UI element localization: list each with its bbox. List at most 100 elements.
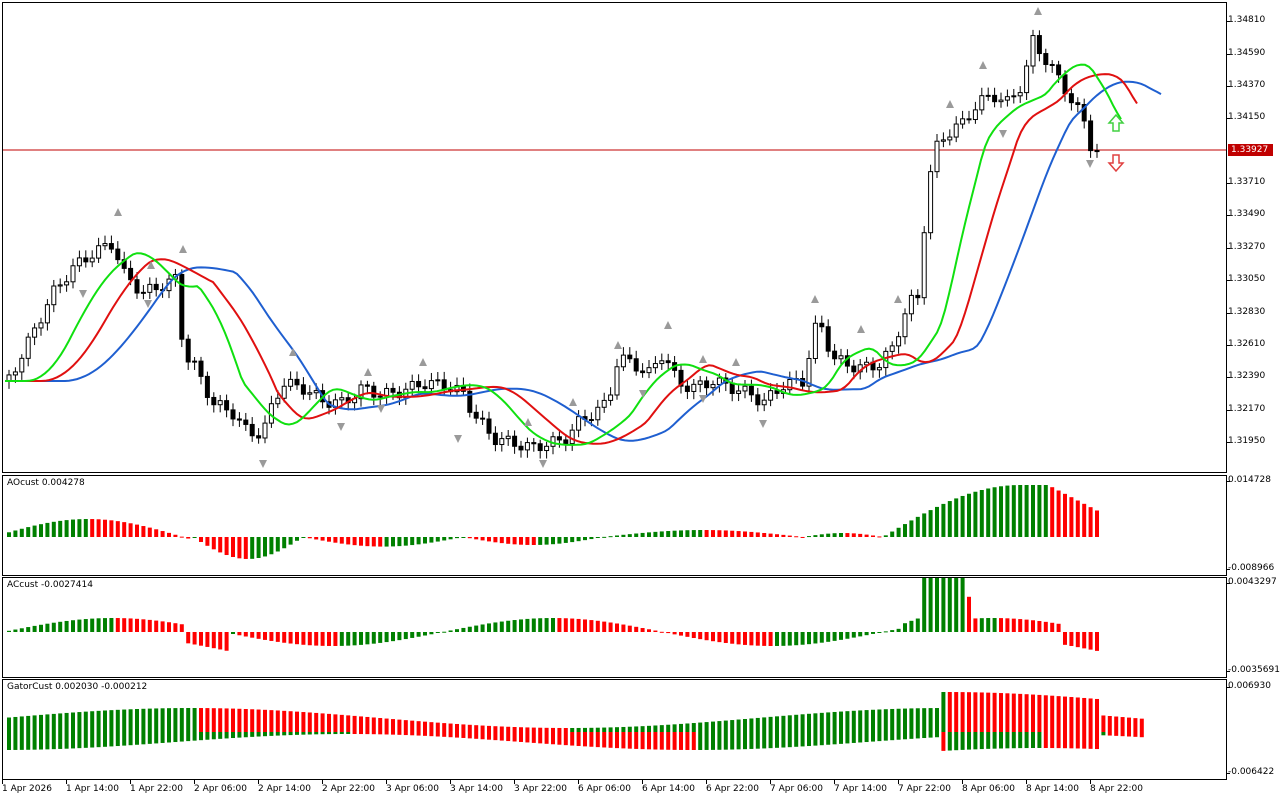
- histogram-bar: [787, 632, 792, 646]
- histogram-bar: [544, 732, 549, 744]
- histogram-bar: [282, 732, 287, 736]
- candle-body: [230, 409, 236, 420]
- histogram-bar: [602, 732, 607, 748]
- histogram-bar: [621, 726, 626, 732]
- histogram-bar: [467, 732, 472, 739]
- fractal-down-icon: [144, 300, 152, 308]
- histogram-bar: [864, 732, 869, 743]
- histogram-bar: [1095, 732, 1099, 750]
- histogram-bar: [583, 619, 587, 632]
- histogram-bar: [397, 732, 402, 735]
- histogram-bar: [1018, 485, 1023, 537]
- histogram-bar: [307, 732, 312, 735]
- histogram-bar: [179, 708, 184, 732]
- histogram-bar: [288, 537, 293, 545]
- histogram-bar: [909, 708, 914, 732]
- histogram-bar: [1018, 693, 1023, 732]
- histogram-bar: [179, 624, 184, 632]
- histogram-bar: [1095, 698, 1099, 732]
- histogram-bar: [864, 632, 869, 636]
- time-label: 2 Apr 14:00: [258, 780, 311, 794]
- candle-body: [1043, 53, 1049, 65]
- histogram-bar: [807, 536, 811, 538]
- histogram-bar: [762, 532, 767, 537]
- histogram-bar: [871, 709, 875, 732]
- histogram-bar: [935, 708, 939, 732]
- price-level: 1.32170: [1225, 404, 1266, 414]
- time-axis[interactable]: 1 Apr 2026 1 Apr 14:00 1 Apr 22:00 2 Apr…: [2, 780, 1227, 800]
- histogram-bar: [1018, 732, 1023, 749]
- histogram-bar: [1069, 732, 1074, 749]
- histogram-bar: [1088, 632, 1093, 650]
- ac-indicator-pane[interactable]: ACcust -0.0027414: [2, 577, 1227, 678]
- candle-body: [998, 99, 1004, 103]
- histogram-bar: [634, 732, 639, 749]
- candle-body: [1011, 95, 1017, 98]
- histogram-bar: [627, 534, 632, 537]
- histogram-bar: [634, 726, 639, 732]
- gator-indicator-pane[interactable]: GatorCust 0.002030 -0.000212: [2, 679, 1227, 780]
- histogram-bar: [423, 632, 427, 636]
- fractal-up-icon: [811, 295, 819, 303]
- histogram-bar: [896, 628, 901, 632]
- histogram-bar: [743, 632, 747, 645]
- histogram-bar: [1011, 618, 1016, 632]
- price-level: 1.33270: [1225, 242, 1266, 252]
- candle-body: [38, 322, 44, 329]
- candle-body: [915, 294, 921, 299]
- histogram-bar: [480, 732, 485, 740]
- histogram-bar: [717, 721, 722, 732]
- histogram-bar: [794, 714, 799, 732]
- candle-body: [627, 354, 633, 360]
- histogram-bar: [557, 727, 562, 732]
- price-chart[interactable]: [3, 3, 1227, 473]
- histogram-bar: [819, 732, 824, 746]
- histogram-bar: [563, 727, 568, 732]
- ao-indicator-pane[interactable]: AOcust 0.004278: [2, 475, 1227, 576]
- histogram-bar: [455, 723, 459, 732]
- candle-body: [1094, 150, 1100, 153]
- histogram-bar: [557, 618, 562, 632]
- histogram-bar: [205, 537, 210, 546]
- histogram-bar: [403, 537, 408, 546]
- histogram-bar: [672, 530, 677, 537]
- histogram-bar: [819, 534, 824, 537]
- candle-body: [480, 417, 486, 420]
- histogram-bar: [595, 732, 600, 748]
- histogram-bar: [211, 708, 216, 732]
- histogram-bar: [224, 537, 229, 556]
- histogram-bar: [800, 732, 805, 747]
- histogram-bar: [199, 632, 203, 646]
- fractal-up-icon: [979, 61, 987, 69]
- histogram-bar: [915, 516, 920, 537]
- histogram-bar: [333, 537, 338, 543]
- histogram-bar: [730, 632, 735, 644]
- histogram-bar: [1095, 632, 1099, 651]
- fractal-down-icon: [1086, 160, 1094, 168]
- candle-body: [32, 327, 38, 338]
- histogram-bar: [1031, 485, 1035, 537]
- histogram-bar: [1011, 693, 1016, 732]
- time-label: 1 Apr 22:00: [130, 780, 183, 794]
- price-chart-pane[interactable]: [2, 2, 1227, 473]
- histogram-bar: [307, 632, 312, 646]
- histogram-bar: [448, 732, 453, 738]
- histogram-bar: [480, 537, 485, 541]
- histogram-bar: [640, 628, 645, 632]
- price-level: 1.33710: [1225, 177, 1266, 187]
- histogram-bar: [339, 714, 344, 732]
- histogram-bar: [141, 732, 146, 745]
- histogram-bar: [1056, 490, 1061, 537]
- ao-scale-min: -0.008966: [1225, 563, 1275, 573]
- ac-scale: 0.0043297 -0.0035691: [1226, 577, 1280, 678]
- histogram-bar: [832, 711, 837, 732]
- histogram-bar: [794, 536, 799, 538]
- histogram-bar: [7, 630, 11, 632]
- candle-body: [742, 385, 748, 392]
- price-scale[interactable]: 1.34810 1.34590 1.34370 1.34150 1.33710 …: [1225, 2, 1280, 473]
- candle-body: [966, 118, 972, 121]
- histogram-bar: [915, 732, 920, 739]
- histogram-bar: [595, 620, 600, 632]
- fractal-up-icon: [946, 100, 954, 108]
- fractal-down-icon: [539, 460, 547, 468]
